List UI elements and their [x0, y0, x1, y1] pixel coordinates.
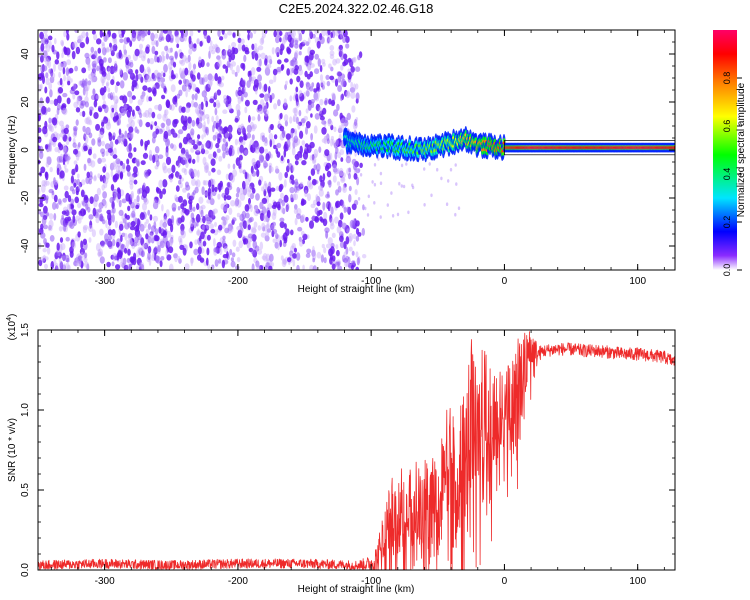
svg-text:(x104): (x104)	[6, 314, 18, 341]
snr-multiplier-base: (x10	[7, 320, 18, 340]
colorbar: 0.0 0.2 0.4 0.6 0.8 Normalized spectral ampl…	[713, 30, 747, 276]
x-tick-label: 0	[502, 276, 508, 287]
colorbar-tick-label: 0.8	[722, 72, 732, 85]
x-tick-label: 100	[629, 276, 646, 287]
colorbar-label: Normalized spectral amplitude	[736, 82, 747, 217]
y-tick-label: 0	[20, 147, 31, 153]
y-tick-label: -20	[20, 190, 31, 205]
colorbar-tick-label: 0.4	[722, 168, 732, 181]
snr-ylabel: SNR (10 * v/v)	[7, 418, 18, 482]
y-tick-label: 0.0	[20, 563, 31, 577]
y-tick-label: 1.0	[20, 403, 31, 417]
y-tick-label: 40	[20, 48, 31, 60]
y-tick-label: -40	[20, 238, 31, 253]
spectrogram-ylabel: Frequency (Hz)	[7, 116, 18, 185]
x-tick-label: -200	[228, 576, 248, 587]
colorbar-tick-label: 0.2	[722, 216, 732, 229]
snr-multiplier-exp: 4	[6, 317, 13, 321]
x-tick-label: 0	[502, 576, 508, 587]
snr-frame	[37, 329, 676, 571]
snr-multiplier: (x104)	[6, 314, 18, 341]
x-tick-label: -300	[95, 576, 115, 587]
colorbar-tick-label: 0.0	[722, 264, 732, 277]
snr-plot-area	[38, 331, 675, 570]
spectrogram-xlabel: Height of straight line (km)	[298, 284, 415, 295]
colorbar-ticks: 0.0 0.2 0.4 0.6 0.8	[722, 72, 742, 277]
y-tick-label: 20	[20, 96, 31, 108]
y-tick-label: 1.5	[20, 323, 31, 337]
colorbar-tick-label: 0.6	[722, 120, 732, 133]
colorbar-gradient	[713, 30, 737, 270]
x-tick-label: -100	[361, 576, 381, 587]
x-tick-label: -100	[361, 276, 381, 287]
y-tick-label: 0.5	[20, 483, 31, 497]
snr-panel: -300 -200 -100 0 100 0.0 0.5 1.0 1.5 Height of s…	[6, 314, 676, 595]
x-tick-label: 100	[629, 576, 646, 587]
chart-title: C2E5.2024.322.02.46.G18	[279, 1, 434, 16]
snr-series-line	[38, 331, 675, 570]
spectrogram-heatmap	[38, 30, 675, 270]
x-tick-label: -300	[95, 276, 115, 287]
snr-xlabel: Height of straight line (km)	[298, 584, 415, 595]
snr-ticks: -300 -200 -100 0 100 0.0 0.5 1.0 1.5	[20, 323, 675, 587]
x-tick-label: -200	[228, 276, 248, 287]
